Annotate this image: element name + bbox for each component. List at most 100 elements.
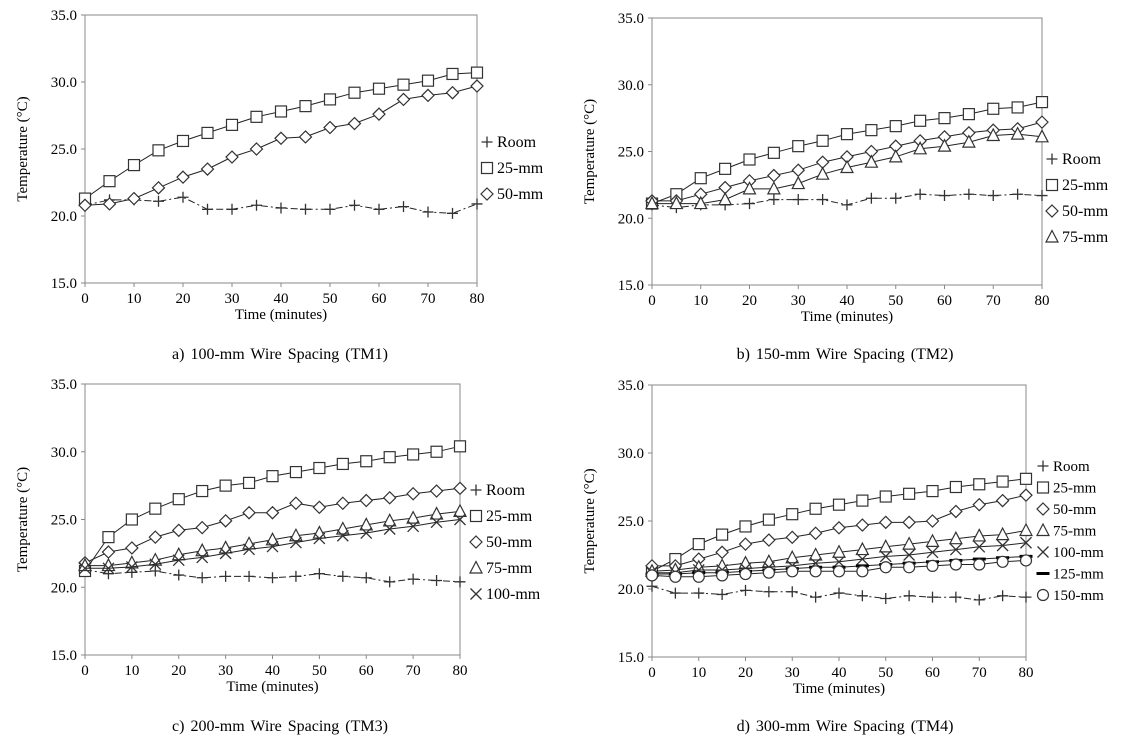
data-point bbox=[249, 142, 264, 156]
x-tick-label: 20 bbox=[742, 293, 757, 309]
series-50-mm bbox=[78, 79, 484, 213]
y-tick-label: 35.0 bbox=[51, 377, 77, 393]
x-tick-label: 10 bbox=[124, 663, 139, 679]
data-point bbox=[833, 587, 845, 599]
data-point bbox=[902, 536, 917, 550]
data-point bbox=[242, 476, 256, 490]
data-point bbox=[250, 110, 263, 123]
data-point bbox=[949, 480, 962, 494]
legend-entry: Room bbox=[1046, 151, 1102, 168]
data-point bbox=[1019, 472, 1033, 485]
x-tick-label: 30 bbox=[218, 663, 233, 679]
data-point bbox=[431, 574, 443, 586]
legend-entry: 125-mm bbox=[1036, 567, 1104, 583]
y-axis-label: Temperature (°C) bbox=[582, 99, 598, 204]
data-point bbox=[987, 190, 999, 202]
data-point bbox=[347, 116, 362, 131]
data-point bbox=[963, 188, 975, 200]
legend-entry: 75-mm bbox=[1045, 229, 1109, 246]
data-point bbox=[997, 590, 1009, 602]
data-point bbox=[739, 567, 752, 581]
y-tick-label: 30.0 bbox=[51, 75, 77, 91]
data-point bbox=[274, 105, 288, 118]
data-point bbox=[950, 591, 962, 603]
x-tick-label: 30 bbox=[225, 291, 240, 307]
data-point bbox=[925, 533, 940, 548]
data-point bbox=[226, 203, 238, 215]
data-point bbox=[196, 551, 209, 564]
x-tick-label: 30 bbox=[791, 293, 806, 309]
data-point bbox=[914, 114, 927, 127]
data-point bbox=[103, 175, 116, 188]
data-point bbox=[1019, 522, 1033, 537]
data-point bbox=[767, 146, 780, 159]
data-point bbox=[856, 590, 868, 602]
series-150-mm bbox=[645, 554, 1033, 583]
data-point bbox=[300, 203, 311, 215]
caption-a: a) 100-mm Wire Spacing (TM1) bbox=[172, 346, 388, 363]
data-point bbox=[421, 88, 435, 103]
data-point bbox=[855, 518, 870, 532]
legend-label: 75-mm bbox=[1053, 524, 1097, 540]
data-point bbox=[961, 134, 976, 148]
data-point bbox=[1035, 96, 1049, 109]
data-point bbox=[903, 590, 915, 602]
data-point bbox=[810, 591, 822, 603]
x-tick-label: 20 bbox=[738, 665, 753, 681]
y-tick-label: 30.0 bbox=[51, 445, 77, 461]
data-point bbox=[817, 194, 829, 206]
y-tick-label: 20.0 bbox=[51, 209, 77, 225]
x-tick-label: 10 bbox=[693, 293, 708, 309]
data-point bbox=[791, 163, 806, 178]
data-point bbox=[360, 455, 373, 468]
data-point bbox=[832, 544, 846, 558]
legend-marker bbox=[469, 509, 483, 523]
data-point bbox=[359, 493, 374, 508]
data-point bbox=[1036, 190, 1048, 202]
data-point bbox=[832, 565, 846, 578]
legend-marker bbox=[1046, 153, 1058, 165]
data-point bbox=[890, 192, 902, 204]
data-point bbox=[791, 175, 806, 190]
data-point bbox=[939, 190, 950, 202]
data-point bbox=[289, 465, 303, 479]
legend-marker bbox=[469, 535, 483, 549]
data-point bbox=[786, 586, 798, 598]
legend-entry: Room bbox=[1037, 459, 1090, 475]
legend-entry: 75-mm bbox=[469, 560, 533, 577]
y-tick-label: 30.0 bbox=[618, 78, 644, 94]
data-point bbox=[1019, 554, 1033, 567]
x-tick-label: 40 bbox=[265, 663, 280, 679]
data-point bbox=[202, 203, 213, 215]
x-tick-label: 60 bbox=[925, 665, 940, 681]
x-tick-label: 60 bbox=[372, 291, 387, 307]
x-axis-label: Time (minutes) bbox=[226, 679, 318, 695]
data-point bbox=[996, 555, 1009, 568]
data-point bbox=[1020, 591, 1032, 603]
data-point bbox=[718, 180, 732, 195]
data-point bbox=[200, 162, 215, 176]
data-point bbox=[471, 198, 483, 210]
data-point bbox=[127, 158, 141, 172]
x-tick-label: 0 bbox=[648, 293, 656, 309]
data-point bbox=[925, 514, 940, 528]
data-point bbox=[972, 528, 987, 542]
legend-label: 25-mm bbox=[1062, 177, 1109, 194]
legend-marker bbox=[1045, 229, 1059, 243]
data-point bbox=[949, 504, 963, 519]
data-point bbox=[266, 540, 279, 553]
data-point bbox=[219, 547, 232, 560]
data-point bbox=[841, 199, 853, 211]
data-point bbox=[406, 486, 420, 501]
data-point bbox=[840, 159, 854, 174]
legend-label: Room bbox=[1062, 151, 1102, 168]
y-tick-label: 20.0 bbox=[618, 211, 644, 227]
data-point bbox=[384, 576, 396, 588]
legend-entry: Room bbox=[481, 134, 537, 151]
data-point bbox=[878, 515, 893, 530]
y-tick-label: 15.0 bbox=[618, 278, 644, 294]
data-point bbox=[986, 127, 1001, 142]
y-tick-label: 15.0 bbox=[618, 650, 644, 666]
data-point bbox=[973, 594, 985, 606]
data-point bbox=[785, 549, 800, 564]
